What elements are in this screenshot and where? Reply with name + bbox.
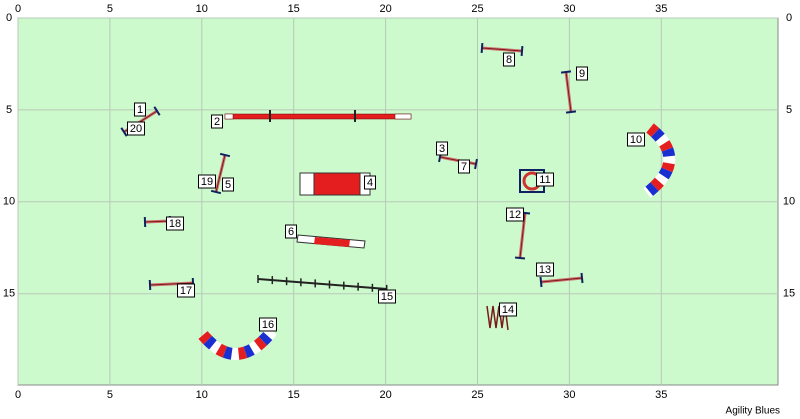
y-tick-label: 10 — [3, 196, 15, 208]
obstacle-number: 19 — [201, 176, 213, 188]
x-tick-label: 35 — [655, 3, 667, 15]
jump-bar — [519, 212, 526, 259]
jump-bar — [565, 71, 572, 113]
x-tick-label: 15 — [288, 389, 300, 401]
jump-wing — [560, 70, 572, 74]
label-box — [259, 317, 277, 332]
y-tick-label: 0 — [786, 12, 792, 24]
obstacle-number: 3 — [439, 143, 445, 155]
obstacle-number: 5 — [225, 179, 231, 191]
course-title: Agility Blues — [726, 406, 780, 417]
obstacle-number: 18 — [169, 218, 181, 230]
label-box — [166, 216, 184, 231]
obstacle-number: 1 — [137, 104, 143, 116]
jump-wing — [580, 272, 584, 284]
x-tick-label: 5 — [107, 389, 113, 401]
jump-bar — [149, 282, 194, 286]
obstacle-number: 2 — [214, 116, 220, 128]
x-tick-label: 30 — [563, 3, 575, 15]
y-tick-label: 5 — [6, 104, 12, 116]
jump-wing — [539, 276, 543, 288]
x-tick-label: 20 — [379, 389, 391, 401]
obstacle-number: 8 — [506, 54, 512, 66]
obstacle-number: 7 — [461, 161, 467, 173]
label-box — [378, 289, 396, 304]
obstacle-number: 20 — [130, 123, 142, 135]
label-box — [127, 121, 145, 136]
x-tick-label: 25 — [471, 389, 483, 401]
jump-bar — [144, 220, 171, 223]
tunnel-stripe — [198, 327, 277, 360]
label-box — [211, 114, 223, 129]
label-box — [503, 52, 515, 67]
label-box — [627, 132, 645, 147]
obstacle-number: 15 — [381, 291, 393, 303]
obstacle-number: 6 — [288, 226, 294, 238]
x-tick-label: 10 — [196, 3, 208, 15]
obstacle-number: 16 — [262, 319, 274, 331]
dogwalk-end — [224, 113, 234, 120]
y-tick-label: 0 — [6, 12, 12, 24]
label-box — [364, 175, 376, 190]
y-tick-label: 10 — [783, 196, 795, 208]
jump-wing — [120, 127, 128, 137]
obstacle-number: 4 — [367, 177, 373, 189]
obstacle-number: 17 — [180, 285, 192, 297]
tunnel-stripe — [643, 123, 676, 198]
x-tick-label: 25 — [471, 3, 483, 15]
chute-end — [299, 172, 315, 196]
x-tick-label: 5 — [107, 3, 113, 15]
x-tick-label: 0 — [15, 3, 21, 15]
x-tick-label: 15 — [288, 3, 300, 15]
label-box — [177, 283, 195, 298]
obstacle-number: 14 — [502, 304, 514, 316]
obstacle-number: 13 — [539, 264, 551, 276]
jump-wing — [153, 106, 161, 116]
label-box — [198, 174, 216, 189]
tunnel-stripe — [643, 123, 676, 198]
label-box — [222, 177, 234, 192]
obstacle-shapes — [198, 110, 676, 360]
dogwalk — [224, 113, 412, 120]
jump-bar — [540, 277, 583, 283]
jump-bar — [215, 154, 226, 193]
label-box — [536, 262, 554, 277]
label-box — [285, 224, 297, 239]
label-box — [458, 159, 470, 174]
label-box — [506, 207, 524, 222]
jump-wing — [480, 42, 484, 54]
obstacle-number: 9 — [579, 68, 585, 80]
jump-wing — [514, 256, 526, 260]
dogwalk-end — [394, 113, 412, 120]
x-tick-label: 20 — [379, 3, 391, 15]
label-box — [499, 302, 517, 317]
x-tick-label: 10 — [196, 389, 208, 401]
label-box — [576, 66, 588, 81]
label-box — [134, 102, 146, 117]
jump-wing — [565, 110, 577, 114]
x-tick-label: 30 — [563, 389, 575, 401]
label-box — [536, 172, 554, 187]
label-box — [436, 141, 448, 156]
obstacle-number: 11 — [539, 174, 550, 186]
y-tick-label: 15 — [783, 288, 795, 300]
x-tick-label: 0 — [15, 389, 21, 401]
obstacle-number: 12 — [509, 209, 521, 221]
y-tick-label: 15 — [3, 288, 15, 300]
jump-wing — [219, 152, 231, 158]
long-jump — [257, 278, 388, 290]
jump-wing — [474, 158, 478, 170]
x-tick-label: 35 — [655, 389, 667, 401]
jump-wing — [210, 189, 222, 195]
y-tick-label: 5 — [786, 104, 792, 116]
seesaw-mid — [314, 237, 350, 247]
jump-wing — [520, 45, 524, 57]
jump-bar — [481, 47, 523, 52]
obstacle-number: 10 — [630, 134, 642, 146]
